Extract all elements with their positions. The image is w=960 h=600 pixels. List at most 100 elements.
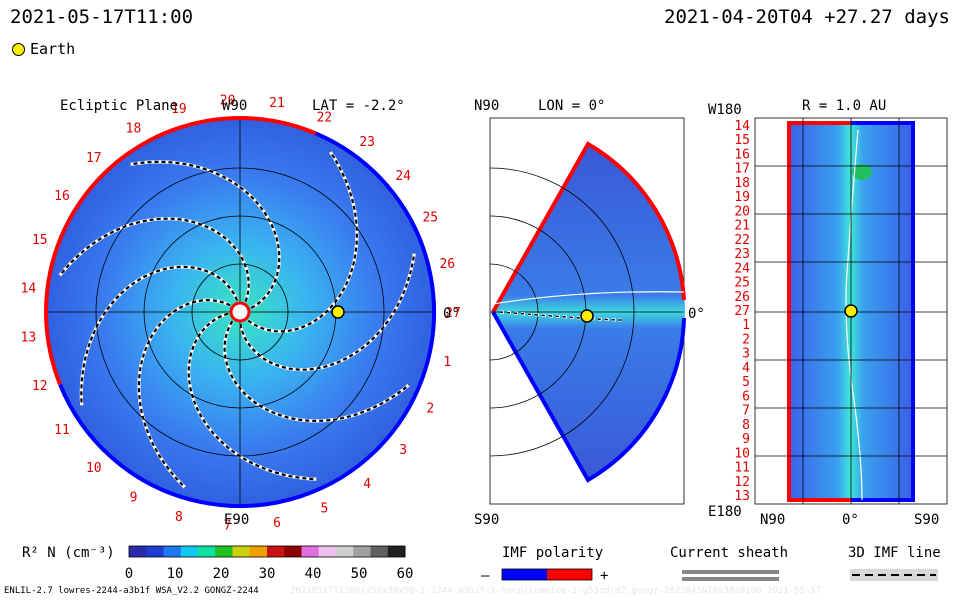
mercator-y-tick: 26 xyxy=(734,290,750,305)
colorbar-swatch xyxy=(318,546,337,557)
colorbar-swatch xyxy=(129,546,147,557)
colorbar-swatches xyxy=(129,546,406,557)
mercator-y-tick: 22 xyxy=(734,233,750,248)
ecliptic-ring-number: 12 xyxy=(32,379,48,394)
meridional-imf-line-dash xyxy=(499,311,623,321)
mercator-y-tick: 17 xyxy=(734,162,750,177)
ecliptic-ring-number: 7 xyxy=(224,519,232,534)
earth-legend-label: Earth xyxy=(30,40,76,58)
imf-negative-swatch xyxy=(502,569,547,580)
meridional-bottom-label: S90 xyxy=(474,512,499,528)
ecliptic-imf-line xyxy=(58,217,250,302)
mercator-y-tick: 14 xyxy=(734,119,750,134)
imf-polarity-label: IMF polarity xyxy=(502,545,603,561)
mercator-y-ticks: 1415161718192021222324252627123456789101… xyxy=(734,119,750,504)
meridional-lon-label: LON = 0° xyxy=(538,98,605,114)
colorbar-tick: 10 xyxy=(167,566,184,582)
meridional-earth-marker xyxy=(580,309,594,323)
ecliptic-ring-number: 24 xyxy=(395,169,411,184)
ecliptic-ring-number: 9 xyxy=(130,491,138,506)
colorbar-swatch xyxy=(249,546,268,557)
colorbar-swatch xyxy=(301,546,320,557)
imf-line-legend: 3D IMF line xyxy=(848,545,941,581)
ecliptic-ring-number: 13 xyxy=(21,331,37,346)
timestamp-right: 2021-04-20T04 +27.27 days xyxy=(664,6,950,28)
mercator-y-tick: 25 xyxy=(734,276,750,291)
imf-line-label: 3D IMF line xyxy=(848,545,941,561)
mercator-bottom-positive xyxy=(787,498,851,502)
mercator-title: R = 1.0 AU xyxy=(802,98,886,114)
colorbar-swatch xyxy=(387,546,406,557)
mercator-y-tick: 2 xyxy=(742,333,750,348)
sun-inner-boundary xyxy=(229,301,251,323)
ecliptic-ring-number: 27 xyxy=(445,306,461,321)
ecliptic-positive-polarity-arc xyxy=(44,116,317,386)
meridional-top-label: N90 xyxy=(474,98,499,114)
ecliptic-ring-number: 26 xyxy=(439,257,455,272)
mercator-bottom-negative xyxy=(851,498,915,502)
mercator-x-tick-s90: S90 xyxy=(914,512,939,528)
ecliptic-ring-number: 19 xyxy=(171,102,187,117)
ecliptic-ring-number: 16 xyxy=(54,189,70,204)
imf-positive-swatch xyxy=(547,569,592,580)
mercator-y-tick: 21 xyxy=(734,219,750,234)
mercator-y-tick: 15 xyxy=(734,133,750,148)
mercator-positive-edge xyxy=(787,121,791,501)
colorbar-ticks: 0 10 20 30 40 50 60 xyxy=(125,566,414,582)
ecliptic-ring-number: 14 xyxy=(21,281,37,296)
mercator-y-tick: 23 xyxy=(734,247,750,262)
ecliptic-ring-number: 23 xyxy=(359,135,375,150)
colorbar-tick: 0 xyxy=(125,566,133,582)
mercator-y-tick: 20 xyxy=(734,204,750,219)
mercator-y-tick: 13 xyxy=(734,489,750,504)
colorbar-swatch xyxy=(370,546,389,557)
mercator-y-tick: 24 xyxy=(734,261,750,276)
ecliptic-imf-line xyxy=(137,299,231,489)
mercator-top-negative xyxy=(851,121,915,125)
meridional-right-zero: 0° xyxy=(688,306,705,322)
current-sheath-label: Current sheath xyxy=(670,545,788,561)
mercator-y-tick: 9 xyxy=(742,432,750,447)
mercator-plot: 1415161718192021222324252627123456789101… xyxy=(708,98,948,528)
ecliptic-ring-number: 17 xyxy=(86,151,102,166)
meridional-current-sheet xyxy=(492,291,685,305)
mercator-y-tick: 3 xyxy=(742,347,750,362)
mercator-y-tick: 8 xyxy=(742,418,750,433)
colorbar-swatch xyxy=(163,546,182,557)
ecliptic-lat-label: LAT = -2.2° xyxy=(312,98,405,114)
ecliptic-ring-number: 25 xyxy=(422,210,438,225)
current-sheath-legend: Current sheath xyxy=(670,545,788,581)
mercator-density-feature xyxy=(852,164,872,180)
ecliptic-ring-number: 3 xyxy=(399,443,407,458)
mercator-top-positive xyxy=(787,121,851,125)
ecliptic-title: Ecliptic Plane xyxy=(60,98,178,114)
imf-polarity-plus: + xyxy=(600,568,608,584)
mercator-y-tick: 11 xyxy=(734,461,750,476)
colorbar-tick: 20 xyxy=(213,566,230,582)
mercator-current-sheet xyxy=(845,129,863,501)
ecliptic-imf-lines xyxy=(58,150,416,489)
colorbar-swatch xyxy=(215,546,233,557)
current-sheath-bar-bottom xyxy=(682,577,779,581)
ecliptic-ring-number: 11 xyxy=(54,423,70,438)
colorbar-swatch xyxy=(284,546,302,557)
ecliptic-imf-line xyxy=(239,253,416,371)
ecliptic-ring-number: 21 xyxy=(269,96,285,111)
colorbar-swatch xyxy=(267,546,285,557)
mercator-x-tick-n90: N90 xyxy=(760,512,785,528)
ecliptic-ring-number: 22 xyxy=(317,110,333,125)
imf-polarity-minus: – xyxy=(481,568,490,584)
colorbar-frame xyxy=(128,545,406,558)
mercator-bottom-left: E180 xyxy=(708,504,742,520)
current-sheath-bar-top xyxy=(682,570,779,574)
mercator-y-tick: 12 xyxy=(734,475,750,490)
ecliptic-ring-number: 2 xyxy=(426,402,434,417)
ecliptic-ring-number: 8 xyxy=(175,510,183,525)
meridional-positive-polarity-arc xyxy=(491,141,686,313)
mercator-x-tick-zero: 0° xyxy=(842,512,859,528)
colorbar-tick: 50 xyxy=(351,566,368,582)
colorbar-tick: 60 xyxy=(397,566,414,582)
footer-run-info: 20210517T1100/256x30x90-1-2244-a3b1f:1-h… xyxy=(290,586,822,596)
